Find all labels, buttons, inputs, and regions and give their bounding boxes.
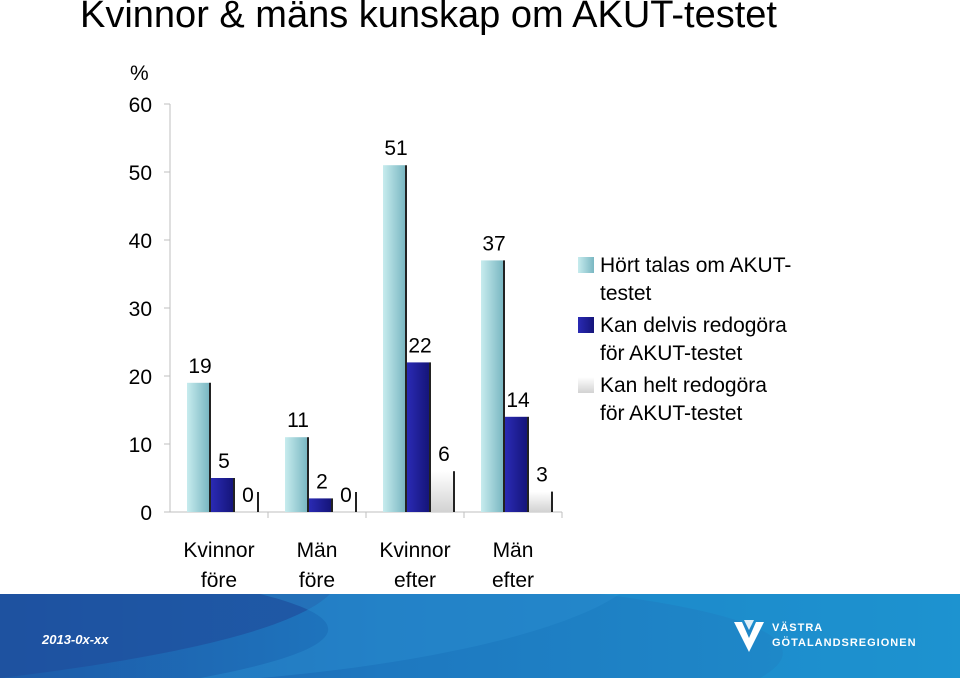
region-logo: VÄSTRA GÖTALANDSREGIONEN	[732, 614, 917, 658]
legend-label: Hört talas om AKUT-	[600, 254, 791, 277]
data-label: 2	[316, 470, 328, 493]
legend-swatch	[578, 257, 594, 273]
vgr-logo-icon	[734, 620, 764, 652]
bar	[383, 165, 405, 512]
y-tick-label: 30	[129, 298, 152, 321]
bar	[211, 478, 233, 512]
y-tick-label: 60	[129, 94, 152, 117]
y-tick-label: 50	[129, 162, 152, 185]
x-tick-label: före	[299, 569, 335, 592]
footer-bar: 2013-0x-xx VÄSTRA GÖTALANDSREGIONEN	[0, 594, 960, 678]
bar	[481, 260, 503, 512]
bar	[187, 382, 209, 512]
legend-label: testet	[600, 282, 652, 305]
footer-date: 2013-0x-xx	[42, 632, 109, 647]
bar	[431, 471, 453, 512]
logo-text-line1: VÄSTRA	[772, 622, 824, 634]
x-tick-label: Män	[493, 539, 534, 562]
data-label: 37	[482, 232, 505, 255]
data-label: 0	[340, 484, 352, 507]
data-label: 11	[287, 409, 309, 432]
data-label: 51	[384, 137, 407, 160]
footer-wave-decoration	[0, 594, 960, 678]
bar	[505, 416, 527, 512]
legend-label: Kan delvis redogöra	[600, 314, 787, 337]
bar	[309, 498, 331, 512]
legend-swatch	[578, 317, 594, 333]
y-tick-label: 20	[129, 366, 152, 389]
bar	[285, 437, 307, 512]
bar	[529, 491, 551, 512]
chart-title: Kvinnor & mäns kunskap om AKUT-testet	[80, 0, 777, 36]
legend-swatch	[578, 377, 594, 393]
data-label: 6	[438, 443, 450, 466]
y-tick-label: 40	[129, 230, 152, 253]
data-label: 5	[218, 450, 230, 473]
legend-label: Kan helt redogöra	[600, 374, 767, 397]
data-label: 14	[506, 389, 530, 412]
legend-label: för AKUT-testet	[600, 402, 743, 425]
y-tick-label: 10	[129, 434, 152, 457]
x-tick-label: Män	[297, 539, 338, 562]
bar	[407, 362, 429, 512]
legend-label: för AKUT-testet	[600, 342, 743, 365]
data-label: 19	[188, 355, 211, 378]
logo-text-line2: GÖTALANDSREGIONEN	[772, 637, 917, 649]
x-tick-label: efter	[394, 569, 436, 592]
data-label: 3	[536, 464, 548, 487]
y-axis-label: %	[130, 62, 149, 85]
x-tick-label: Kvinnor	[379, 539, 450, 562]
x-tick-label: efter	[492, 569, 534, 592]
x-tick-label: Kvinnor	[183, 539, 254, 562]
data-label: 22	[408, 334, 431, 357]
y-tick-label: 0	[140, 502, 152, 525]
data-label: 0	[242, 484, 254, 507]
x-tick-label: före	[201, 569, 237, 592]
